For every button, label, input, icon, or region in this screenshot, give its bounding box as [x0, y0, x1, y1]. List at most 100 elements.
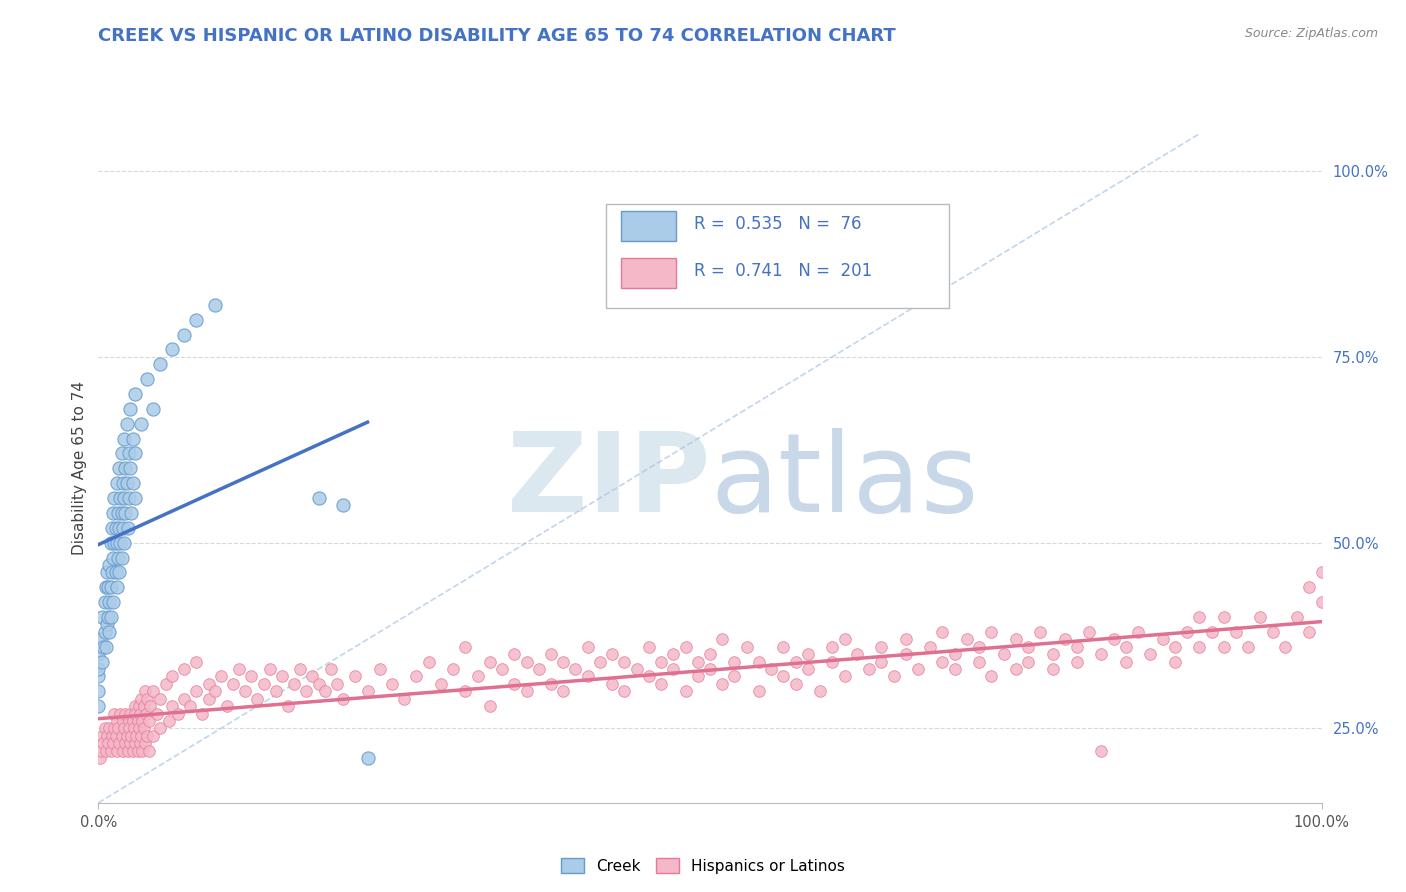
Point — [553, 655, 575, 669]
Point — [283, 677, 305, 691]
Point — [100, 610, 122, 624]
Point — [100, 535, 122, 549]
Point — [931, 624, 953, 639]
Point — [93, 624, 115, 639]
Point — [943, 662, 966, 676]
FancyBboxPatch shape — [620, 211, 676, 241]
Point — [1066, 640, 1088, 654]
Point — [748, 655, 770, 669]
Point — [131, 714, 153, 728]
Point — [186, 655, 208, 669]
Point — [105, 744, 128, 758]
Point — [290, 662, 312, 676]
Point — [91, 640, 114, 654]
Point — [797, 662, 820, 676]
Point — [124, 736, 146, 750]
Point — [122, 722, 145, 736]
Point — [112, 432, 135, 446]
Point — [124, 491, 146, 505]
Point — [637, 640, 661, 654]
Point — [1115, 655, 1137, 669]
Point — [650, 655, 672, 669]
Point — [675, 684, 697, 698]
Point — [381, 677, 404, 691]
Point — [111, 446, 134, 460]
Point — [90, 632, 112, 647]
Point — [105, 714, 128, 728]
Point — [699, 662, 721, 676]
Point — [120, 736, 142, 750]
Point — [326, 677, 349, 691]
Point — [111, 714, 134, 728]
Point — [142, 684, 165, 698]
Point — [129, 706, 152, 721]
Point — [107, 550, 129, 565]
Point — [129, 736, 152, 750]
Point — [1298, 624, 1320, 639]
Point — [101, 729, 124, 743]
Point — [118, 446, 141, 460]
Point — [107, 506, 129, 520]
Point — [686, 655, 709, 669]
Point — [149, 691, 172, 706]
Point — [785, 677, 807, 691]
Point — [98, 595, 121, 609]
Point — [711, 677, 734, 691]
Point — [699, 647, 721, 661]
Point — [1286, 610, 1309, 624]
Point — [114, 461, 136, 475]
Point — [100, 744, 122, 758]
Point — [110, 535, 132, 549]
FancyBboxPatch shape — [606, 204, 949, 308]
FancyBboxPatch shape — [620, 258, 676, 288]
Point — [1201, 624, 1223, 639]
Point — [107, 722, 129, 736]
Point — [134, 736, 156, 750]
Point — [503, 647, 526, 661]
Point — [931, 655, 953, 669]
Point — [100, 580, 122, 594]
Point — [129, 691, 152, 706]
Point — [870, 640, 893, 654]
Point — [94, 640, 117, 654]
Point — [650, 677, 672, 691]
Point — [160, 669, 183, 683]
Point — [723, 655, 745, 669]
Point — [870, 655, 893, 669]
Point — [259, 662, 281, 676]
Point — [711, 632, 734, 647]
Point — [110, 491, 132, 505]
Point — [101, 566, 124, 580]
Point — [124, 699, 146, 714]
Point — [1152, 632, 1174, 647]
Point — [121, 714, 143, 728]
Point — [332, 499, 354, 513]
Point — [160, 343, 183, 357]
Point — [1212, 640, 1234, 654]
Point — [87, 669, 110, 683]
Point — [118, 491, 141, 505]
Point — [98, 624, 121, 639]
Point — [967, 655, 990, 669]
Point — [1164, 640, 1187, 654]
Point — [87, 684, 110, 698]
Point — [626, 662, 648, 676]
Point — [97, 610, 120, 624]
Point — [186, 684, 208, 698]
Point — [132, 699, 155, 714]
Point — [124, 446, 146, 460]
Point — [96, 566, 118, 580]
Point — [142, 729, 165, 743]
Point — [613, 684, 636, 698]
Point — [308, 491, 330, 505]
Point — [121, 432, 143, 446]
Point — [1090, 744, 1112, 758]
Point — [920, 640, 942, 654]
Point — [956, 632, 979, 647]
Point — [356, 751, 378, 765]
Point — [1188, 640, 1211, 654]
Point — [120, 401, 142, 416]
Point — [821, 655, 844, 669]
Point — [993, 647, 1015, 661]
Point — [418, 655, 440, 669]
